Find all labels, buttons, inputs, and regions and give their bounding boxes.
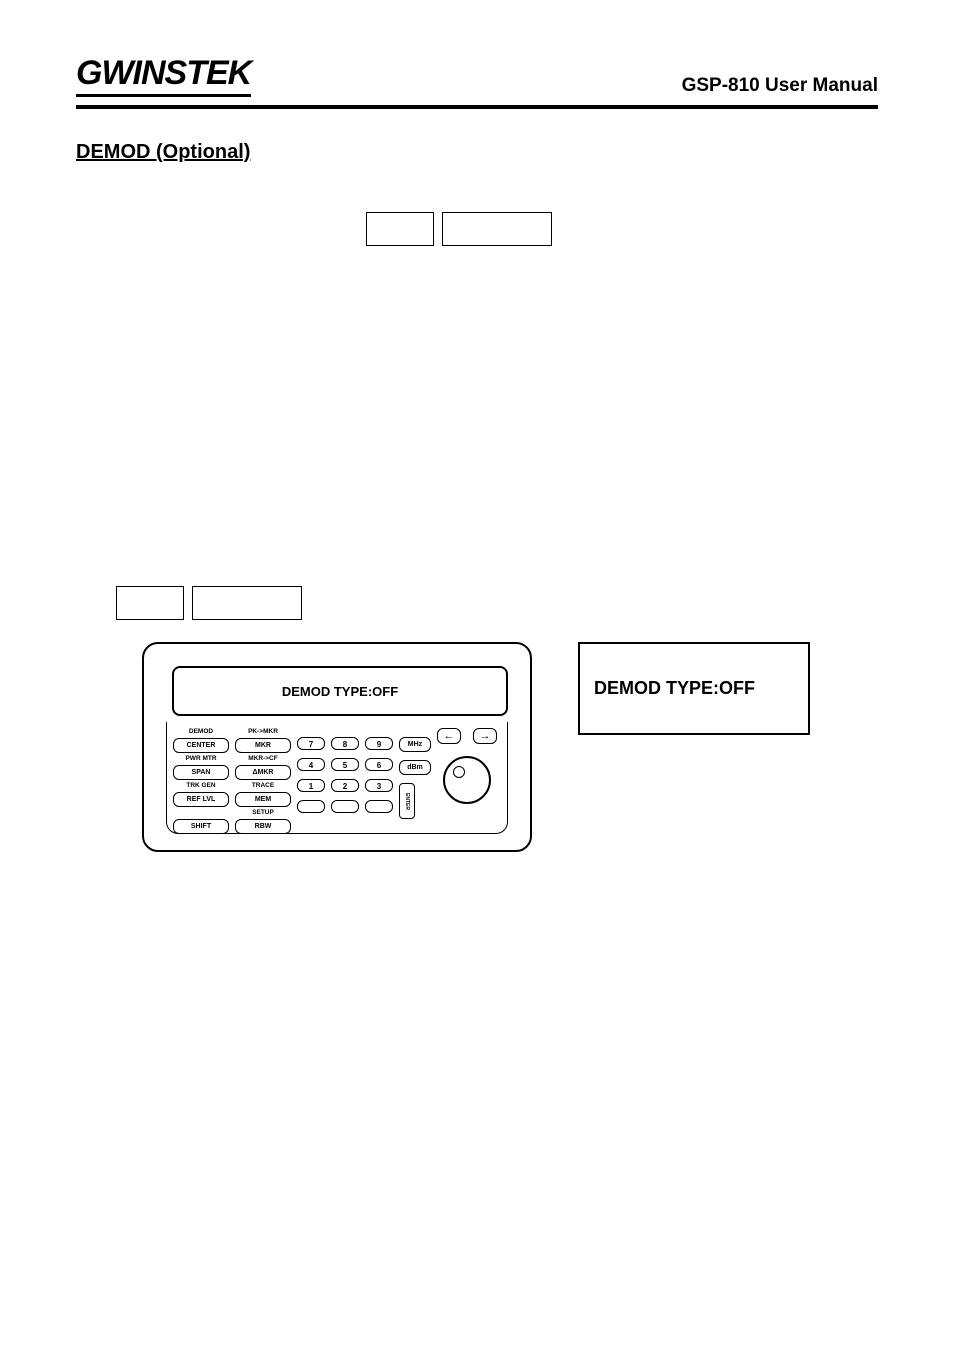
key-2[interactable]: 2 [331, 779, 359, 792]
key-overlay: TRACE [235, 782, 291, 790]
numeric-keypad: 7 8 9 4 5 6 1 2 3 [297, 737, 393, 834]
ref-lvl-button[interactable]: REF LVL [173, 792, 229, 807]
key-5[interactable]: 5 [331, 758, 359, 771]
key-overlay: PK->MKR [235, 728, 291, 736]
arrow-right-icon: → [480, 730, 491, 742]
key-1[interactable]: 1 [297, 779, 325, 792]
delta-mkr-button[interactable]: ΔMKR [235, 765, 291, 780]
key-overlay: SETUP [235, 809, 291, 817]
mhz-button[interactable]: MHz [399, 737, 431, 752]
key-7[interactable]: 7 [297, 737, 325, 750]
shift-button[interactable]: SHIFT [173, 819, 229, 834]
key-9[interactable]: 9 [365, 737, 393, 750]
lcd-display: DEMOD TYPE:OFF [172, 666, 508, 716]
key-blank[interactable] [297, 800, 325, 813]
key-overlay: DEMOD [173, 728, 229, 736]
key-overlay [173, 809, 229, 817]
key-3[interactable]: 3 [365, 779, 393, 792]
rotary-dial[interactable] [443, 756, 491, 804]
key-blank[interactable] [365, 800, 393, 813]
callout-box: DEMOD TYPE:OFF [578, 642, 810, 735]
keypad-area: DEMOD CENTER PWR MTR SPAN TRK GEN REF LV… [166, 722, 508, 834]
brand-logo: GWINSTEK [76, 56, 251, 97]
placeholder-box [116, 586, 184, 620]
center-button[interactable]: CENTER [173, 738, 229, 753]
key-overlay: MKR->CF [235, 755, 291, 763]
key-6[interactable]: 6 [365, 758, 393, 771]
rbw-button[interactable]: RBW [235, 819, 291, 834]
arrow-left-button[interactable]: ← [437, 728, 461, 744]
key-4[interactable]: 4 [297, 758, 325, 771]
dbm-button[interactable]: dBm [399, 760, 431, 775]
manual-title: GSP-810 User Manual [682, 75, 878, 97]
span-button[interactable]: SPAN [173, 765, 229, 780]
key-blank[interactable] [331, 800, 359, 813]
key-overlay: PWR MTR [173, 755, 229, 763]
lcd-text: DEMOD TYPE:OFF [282, 684, 398, 699]
mkr-button[interactable]: MKR [235, 738, 291, 753]
section-heading: DEMOD (Optional) [76, 141, 878, 164]
key-8[interactable]: 8 [331, 737, 359, 750]
arrow-left-icon: ← [444, 730, 455, 742]
placeholder-box [192, 586, 302, 620]
mem-button[interactable]: MEM [235, 792, 291, 807]
enter-button[interactable]: ENTER [399, 783, 415, 819]
callout-text: DEMOD TYPE:OFF [594, 678, 755, 698]
placeholder-box [442, 212, 552, 246]
arrow-right-button[interactable]: → [473, 728, 497, 744]
device-front-panel: DEMOD TYPE:OFF DEMOD CENTER PWR MTR SPAN… [142, 642, 532, 852]
key-overlay: TRK GEN [173, 782, 229, 790]
placeholder-box [366, 212, 434, 246]
